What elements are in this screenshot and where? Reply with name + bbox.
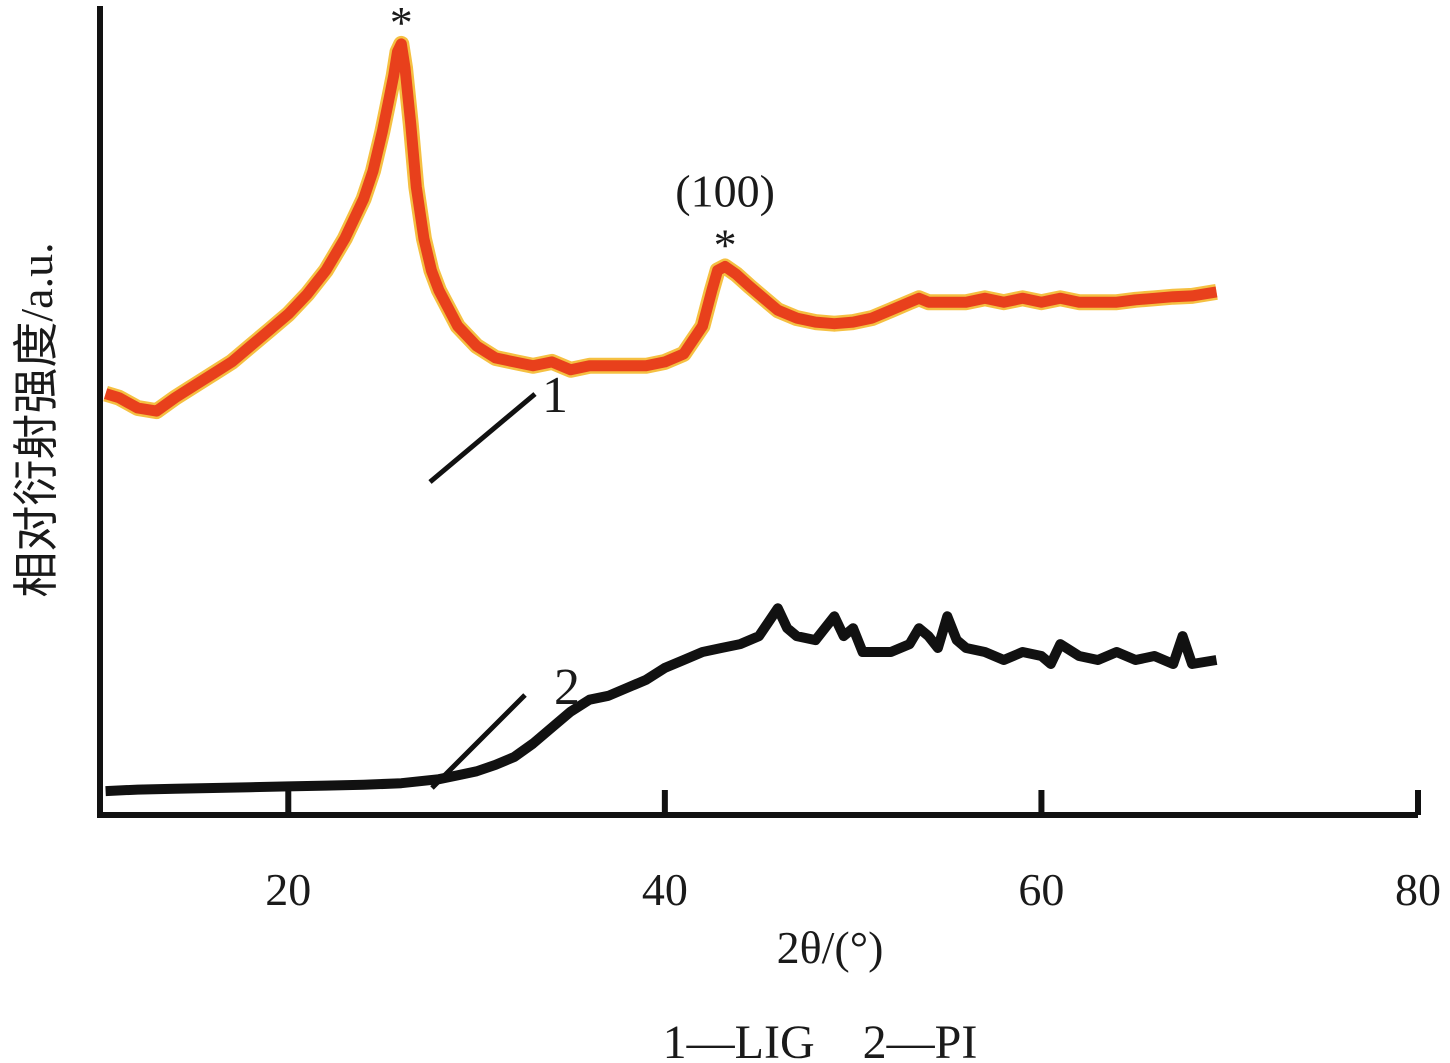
legend-caption: 1—LIG 2—PI xyxy=(663,1016,978,1063)
y-axis-label: 相对衍射强度/a.u. xyxy=(11,242,62,597)
series-1-label: 1 xyxy=(542,367,568,424)
series-1-line xyxy=(104,38,1218,417)
series-2-label-leader xyxy=(430,693,527,790)
peak-label-1: (100) xyxy=(675,165,775,216)
series-1-halo xyxy=(103,35,1218,420)
x-ticks: 20 40 60 80 xyxy=(265,790,1441,915)
plot-area: 12*(002)*(100) xyxy=(103,0,1218,797)
x-tick-label-60: 60 xyxy=(1018,864,1064,915)
series-2-label: 2 xyxy=(554,659,580,716)
series-1-label-leader xyxy=(428,392,537,484)
peak-marker-0: * xyxy=(390,0,413,48)
x-axis-label: 2θ/(°) xyxy=(777,922,884,973)
x-tick-label-40: 40 xyxy=(642,864,688,915)
peak-marker-1: * xyxy=(714,219,737,270)
x-tick-label-20: 20 xyxy=(265,864,311,915)
series-2-line xyxy=(105,603,1218,797)
x-tick-label-80: 80 xyxy=(1395,864,1441,915)
